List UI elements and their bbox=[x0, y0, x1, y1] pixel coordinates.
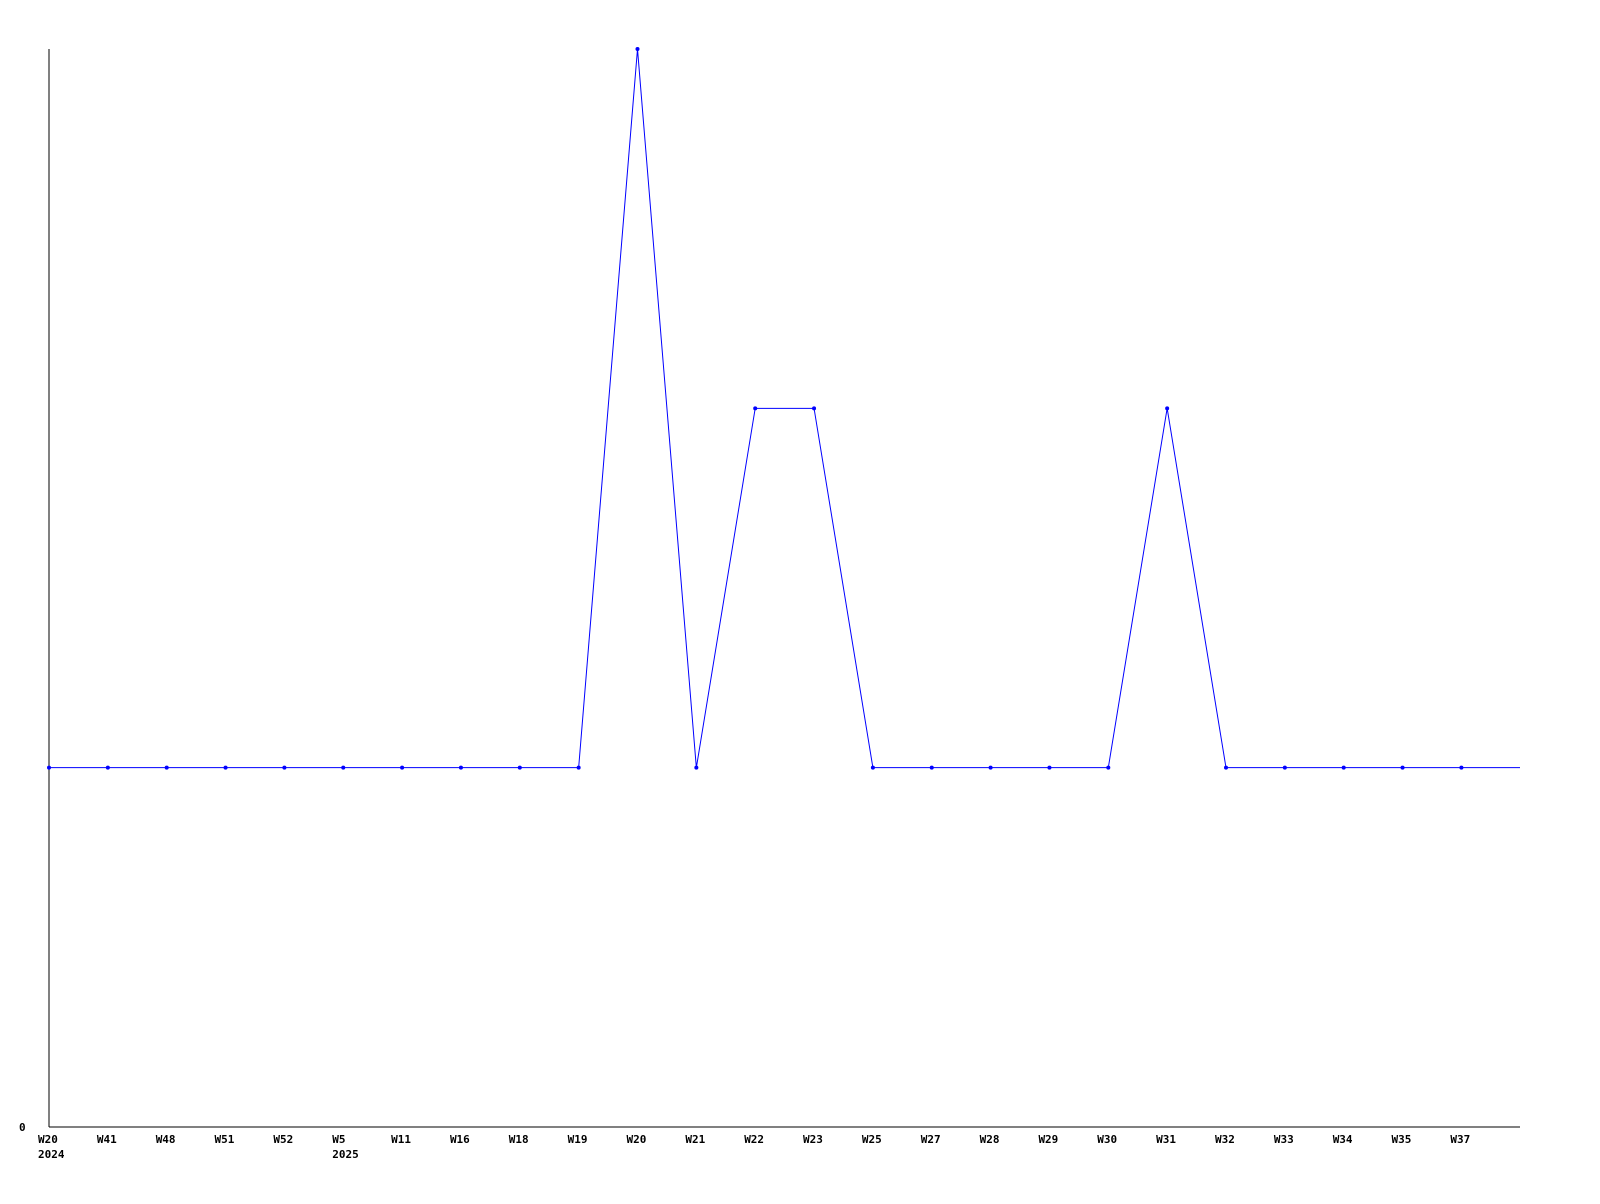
data-point bbox=[282, 765, 287, 770]
data-point bbox=[400, 765, 405, 770]
x-tick-label: W25 bbox=[862, 1133, 882, 1146]
data-point bbox=[753, 406, 758, 411]
x-tick-label: W21 bbox=[685, 1133, 705, 1146]
data-point bbox=[1341, 765, 1346, 770]
x-tick-label: W28 bbox=[980, 1133, 1000, 1146]
x-tick-label: W34 bbox=[1333, 1133, 1353, 1146]
x-tick-label: W51 bbox=[215, 1133, 235, 1146]
x-tick-label: W33 bbox=[1274, 1133, 1294, 1146]
data-point bbox=[870, 765, 875, 770]
x-tick-label: W11 bbox=[391, 1133, 411, 1146]
data-point bbox=[1400, 765, 1405, 770]
data-point bbox=[517, 765, 522, 770]
data-point bbox=[47, 765, 51, 770]
x-tick-label: W19 bbox=[568, 1133, 588, 1146]
data-point bbox=[1224, 765, 1228, 770]
x-tick-label: W23 bbox=[803, 1133, 823, 1146]
data-point bbox=[1282, 765, 1287, 770]
y-tick-label: 0 bbox=[19, 1121, 26, 1134]
x-tick-label: W48 bbox=[156, 1133, 176, 1146]
x-tick-label: W5 bbox=[332, 1133, 345, 1146]
data-point bbox=[223, 765, 228, 770]
x-tick-label: W41 bbox=[97, 1133, 117, 1146]
data-point bbox=[164, 765, 169, 770]
series-line bbox=[49, 48, 1520, 769]
data-point bbox=[105, 765, 110, 770]
x-tick-label: W32 bbox=[1215, 1133, 1235, 1146]
data-point bbox=[812, 406, 817, 411]
data-point bbox=[1165, 406, 1170, 411]
data-point bbox=[929, 765, 934, 770]
x-tick-label: W35 bbox=[1392, 1133, 1412, 1146]
x-tick-label: W27 bbox=[921, 1133, 941, 1146]
x-tick-label: W37 bbox=[1450, 1133, 1470, 1146]
data-point bbox=[458, 765, 463, 770]
x-year-label: 2025 bbox=[332, 1148, 359, 1161]
data-point bbox=[1047, 765, 1052, 770]
x-tick-label: W29 bbox=[1038, 1133, 1058, 1146]
x-tick-label: W52 bbox=[273, 1133, 293, 1146]
data-point bbox=[576, 765, 581, 770]
x-tick-label: W20 bbox=[627, 1133, 647, 1146]
data-point bbox=[988, 765, 993, 770]
x-tick-label: W16 bbox=[450, 1133, 470, 1146]
x-tick-label: W22 bbox=[744, 1133, 764, 1146]
data-point bbox=[341, 765, 346, 770]
x-tick-label: W31 bbox=[1156, 1133, 1176, 1146]
data-point bbox=[1106, 765, 1111, 770]
data-point bbox=[694, 765, 699, 770]
data-point bbox=[635, 47, 640, 51]
x-year-label: 2024 bbox=[38, 1148, 65, 1161]
data-point bbox=[1459, 765, 1464, 770]
x-tick-label: W20 bbox=[38, 1133, 58, 1146]
x-tick-label: W18 bbox=[509, 1133, 529, 1146]
x-tick-label: W30 bbox=[1097, 1133, 1117, 1146]
